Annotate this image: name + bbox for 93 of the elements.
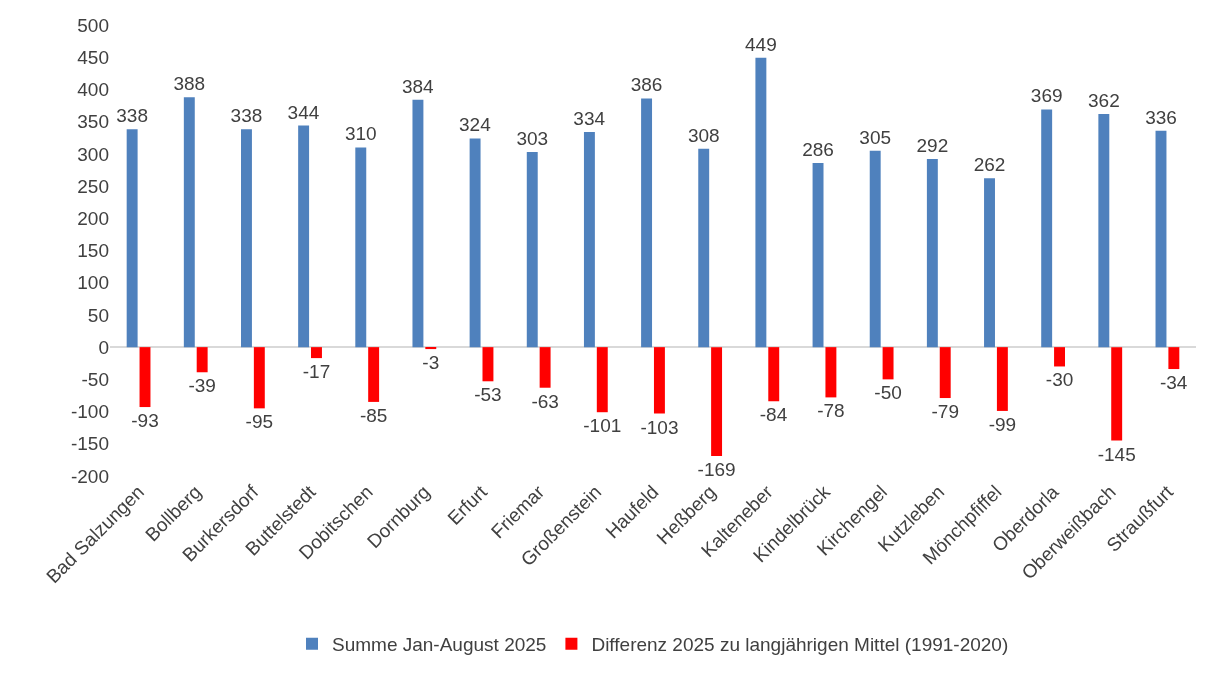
bar [196, 347, 208, 373]
bar [253, 347, 265, 409]
y-tick-label: 100 [77, 272, 109, 294]
data-label: -39 [188, 375, 216, 397]
data-label: -53 [474, 384, 502, 406]
legend-label: Differenz 2025 zu langjährigen Mittel (1991-2020) [591, 634, 1009, 656]
bar [1041, 109, 1053, 348]
y-tick-label: -200 [70, 465, 109, 487]
data-label: -17 [302, 361, 331, 383]
bar [1111, 347, 1123, 441]
data-label: -101 [583, 415, 622, 437]
data-label: -78 [817, 400, 845, 422]
data-label: -63 [531, 390, 559, 412]
y-tick-label: 50 [87, 304, 109, 326]
y-tick-label: 450 [77, 46, 109, 68]
bar [368, 347, 380, 402]
bar [882, 347, 894, 380]
bar [926, 159, 938, 348]
data-label: -169 [697, 459, 736, 481]
data-label: -95 [245, 411, 274, 433]
bar [355, 147, 367, 348]
y-tick-label: 200 [77, 207, 109, 229]
y-tick-label: 500 [77, 14, 109, 36]
data-label: 388 [173, 73, 206, 95]
bar [482, 347, 494, 382]
data-label: 310 [344, 123, 377, 145]
bar [812, 162, 824, 348]
bar [425, 347, 437, 350]
bar [711, 347, 723, 457]
data-label: 262 [973, 154, 1006, 176]
data-label: 338 [116, 105, 148, 127]
bar [298, 125, 310, 348]
data-label: -79 [931, 401, 959, 423]
data-label: 336 [1145, 106, 1177, 128]
bar [1155, 130, 1167, 348]
data-label: 334 [573, 107, 606, 129]
y-tick-label: 400 [77, 79, 109, 101]
legend-label: Summe Jan-August 2025 [332, 634, 547, 656]
bar [1098, 113, 1110, 348]
y-tick-label: -50 [81, 369, 109, 391]
data-label: 324 [459, 114, 492, 136]
bar [583, 131, 595, 348]
bar [1168, 347, 1180, 370]
y-tick-label: 300 [77, 143, 109, 165]
data-label: 362 [1087, 89, 1120, 111]
bar [139, 347, 151, 408]
bar [183, 97, 195, 348]
data-label: 369 [1030, 85, 1063, 107]
bar [469, 138, 481, 348]
bar [698, 148, 710, 348]
data-label: -30 [1045, 369, 1074, 391]
data-label: 338 [230, 105, 263, 127]
bar [825, 347, 837, 398]
data-label: 292 [916, 135, 949, 157]
data-label: 386 [630, 74, 663, 96]
bar [311, 347, 322, 359]
bar [241, 129, 252, 348]
bar [526, 151, 538, 348]
bar [768, 347, 780, 402]
bar [996, 347, 1008, 411]
data-label: -3 [422, 352, 440, 374]
bar [869, 150, 881, 348]
data-label: 308 [687, 124, 720, 146]
y-tick-label: 0 [98, 336, 109, 358]
bar [653, 347, 665, 414]
data-label: 449 [745, 33, 777, 55]
bar [984, 178, 995, 348]
y-tick-label: 350 [77, 111, 109, 133]
data-label: 286 [802, 138, 834, 160]
data-label: -103 [640, 416, 679, 438]
bar [939, 347, 951, 399]
data-label: -145 [1097, 443, 1136, 465]
y-tick-label: -150 [70, 433, 109, 455]
bar [539, 347, 551, 388]
bar [126, 129, 138, 348]
data-label: 344 [287, 101, 320, 123]
y-tick-label: 150 [77, 240, 109, 262]
data-label: 384 [401, 75, 434, 97]
data-label: 305 [859, 126, 892, 148]
y-tick-label: -100 [70, 401, 109, 423]
data-label: -34 [1159, 372, 1188, 394]
bar [596, 347, 608, 413]
data-label: -93 [131, 410, 159, 432]
data-label: -85 [359, 404, 388, 426]
bar [755, 57, 767, 348]
data-label: 303 [516, 127, 549, 149]
data-label: -50 [874, 382, 902, 404]
data-label: -84 [759, 404, 788, 426]
y-tick-label: 250 [77, 175, 109, 197]
bar [1054, 347, 1065, 367]
data-label: -99 [988, 413, 1017, 435]
bar [412, 99, 424, 348]
bar [641, 98, 653, 348]
